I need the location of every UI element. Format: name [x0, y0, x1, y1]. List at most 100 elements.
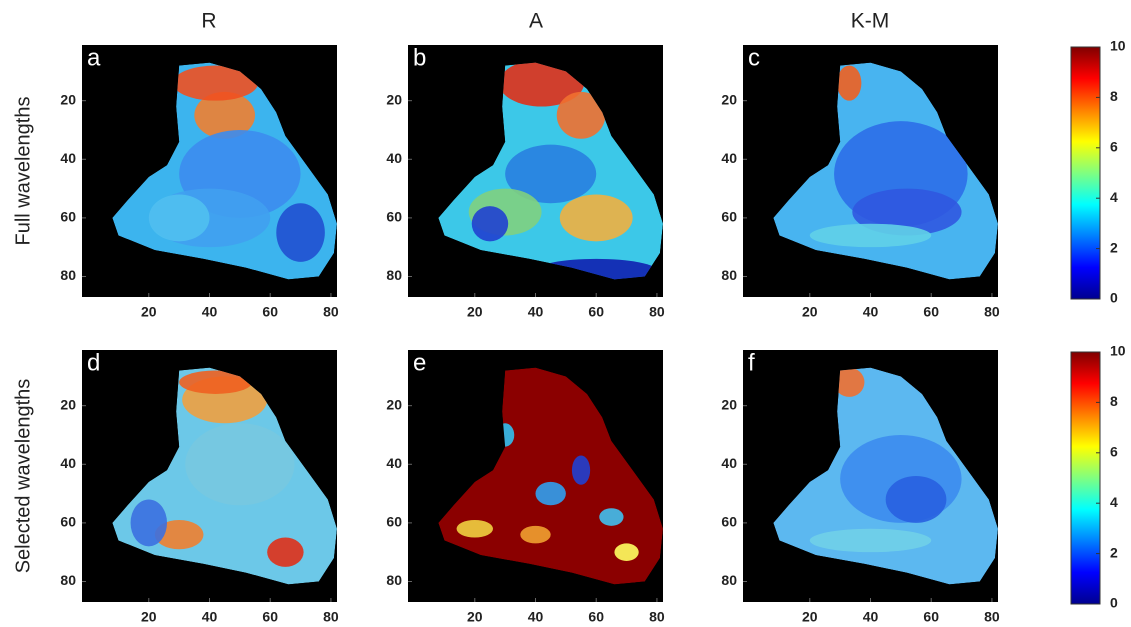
- y-tick-label: 20: [386, 396, 402, 412]
- heatmap-image: [773, 367, 998, 585]
- heatmap-patch: [599, 508, 624, 526]
- colorbar: [1070, 351, 1101, 605]
- panel-letter: f: [748, 349, 755, 376]
- colorbar-tick-label: 10: [1110, 38, 1126, 54]
- heatmap-patch: [559, 194, 633, 242]
- x-tick-label: 80: [323, 304, 339, 320]
- colorbar-tick-label: 0: [1110, 290, 1118, 306]
- x-tick-label: 20: [467, 609, 483, 625]
- x-tick-label: 20: [141, 609, 157, 625]
- y-tick-label: 40: [60, 150, 76, 166]
- y-tick-label: 20: [721, 91, 737, 107]
- x-tick-label: 40: [528, 304, 544, 320]
- y-tick-label: 60: [60, 514, 76, 530]
- y-tick-label: 80: [721, 267, 737, 283]
- y-tick-label: 40: [386, 150, 402, 166]
- column-header: R: [201, 10, 216, 33]
- x-tick-label: 60: [923, 609, 939, 625]
- panel-letter: d: [87, 349, 100, 376]
- colorbar-tick-label: 6: [1110, 444, 1118, 460]
- heatmap-patch: [834, 367, 865, 397]
- heatmap-patch: [556, 91, 606, 139]
- y-tick-label: 40: [721, 455, 737, 471]
- heatmap-patch: [505, 144, 597, 204]
- colorbar-tick-label: 4: [1110, 189, 1118, 205]
- colorbar-tick-label: 2: [1110, 239, 1118, 255]
- heatmap-patch: [276, 203, 325, 262]
- y-tick-label: 60: [60, 209, 76, 225]
- heatmap-patch: [173, 65, 259, 101]
- heatmap-patch: [179, 370, 252, 394]
- y-tick-label: 20: [386, 91, 402, 107]
- y-tick-label: 60: [721, 514, 737, 530]
- panel-letter: c: [748, 44, 760, 71]
- x-tick-label: 40: [202, 609, 218, 625]
- x-tick-label: 20: [141, 304, 157, 320]
- x-tick-label: 60: [262, 609, 278, 625]
- x-tick-label: 20: [802, 304, 818, 320]
- x-tick-label: 80: [323, 609, 339, 625]
- column-header: K-M: [851, 10, 890, 33]
- colorbar-tick-label: 6: [1110, 139, 1118, 155]
- x-tick-label: 60: [923, 304, 939, 320]
- colorbar-tick-label: 0: [1110, 595, 1118, 611]
- x-tick-label: 40: [863, 609, 879, 625]
- colorbar-tick-label: 4: [1110, 494, 1118, 510]
- row-label: Selected wavelengths: [12, 379, 34, 574]
- panel-letter: a: [87, 44, 101, 71]
- x-tick-label: 40: [202, 304, 218, 320]
- heatmap-patch: [456, 519, 493, 538]
- heatmap-patch: [852, 188, 962, 236]
- heatmap-patch: [535, 481, 566, 506]
- heatmap-patch: [571, 455, 591, 485]
- x-tick-label: 80: [984, 609, 1000, 625]
- y-tick-label: 80: [386, 267, 402, 283]
- tissue-region: [438, 367, 663, 585]
- y-tick-label: 20: [721, 396, 737, 412]
- panel-letter: b: [413, 44, 426, 71]
- y-tick-label: 60: [721, 209, 737, 225]
- x-tick-label: 80: [984, 304, 1000, 320]
- x-tick-label: 80: [649, 609, 665, 625]
- x-tick-label: 40: [528, 609, 544, 625]
- heatmap-patch: [194, 91, 256, 139]
- colorbar-tick-label: 8: [1110, 88, 1118, 104]
- heatmap-patch: [154, 519, 204, 550]
- x-tick-label: 80: [649, 304, 665, 320]
- heatmap-patch: [520, 525, 551, 544]
- colorbar: [1070, 46, 1101, 300]
- x-tick-label: 20: [467, 304, 483, 320]
- x-tick-label: 60: [588, 609, 604, 625]
- y-tick-label: 40: [721, 150, 737, 166]
- y-tick-label: 80: [386, 572, 402, 588]
- x-tick-label: 60: [588, 304, 604, 320]
- y-tick-label: 20: [60, 396, 76, 412]
- heatmap-patch: [837, 65, 862, 101]
- y-tick-label: 40: [60, 455, 76, 471]
- heatmap-patch: [499, 62, 585, 107]
- colorbar-tick-label: 2: [1110, 544, 1118, 560]
- heatmap-image: [112, 62, 337, 280]
- y-tick-label: 80: [60, 572, 76, 588]
- y-tick-label: 60: [386, 514, 402, 530]
- heatmap-patch: [809, 223, 932, 248]
- y-tick-label: 40: [386, 455, 402, 471]
- y-tick-label: 60: [386, 209, 402, 225]
- heatmap-patch: [267, 537, 304, 567]
- colorbar-tick-label: 8: [1110, 393, 1118, 409]
- heatmap-image: [438, 62, 663, 280]
- heatmap-patch: [148, 194, 210, 242]
- column-header: A: [529, 10, 543, 33]
- heatmap-patch: [885, 476, 947, 523]
- heatmap-patch: [185, 423, 295, 506]
- y-tick-label: 80: [721, 572, 737, 588]
- panel-letter: e: [413, 349, 426, 376]
- x-tick-label: 20: [802, 609, 818, 625]
- colorbar-tick-label: 10: [1110, 343, 1126, 359]
- heatmap-patch: [130, 499, 168, 547]
- heatmap-image: [112, 367, 337, 585]
- x-tick-label: 60: [262, 304, 278, 320]
- heatmap-image: [773, 62, 998, 280]
- y-tick-label: 80: [60, 267, 76, 283]
- y-tick-label: 20: [60, 91, 76, 107]
